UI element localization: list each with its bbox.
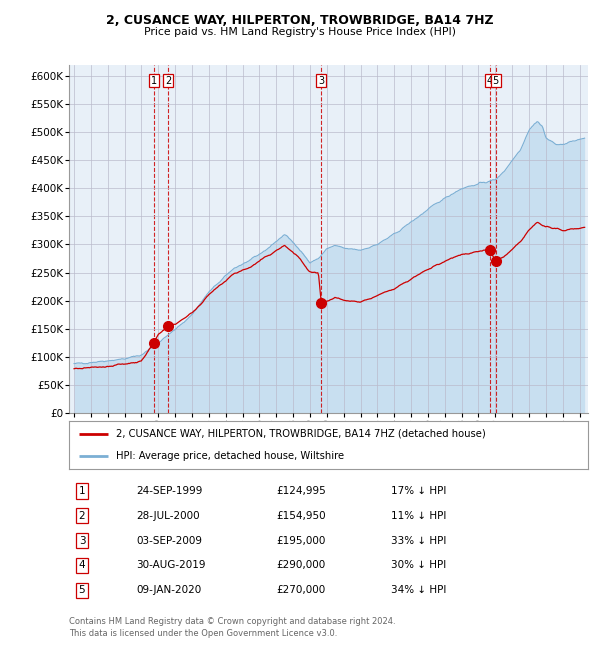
Text: 2: 2 [79,511,85,521]
Text: £195,000: £195,000 [277,536,326,545]
Text: £124,995: £124,995 [277,486,326,496]
Text: £270,000: £270,000 [277,585,326,595]
Text: 03-SEP-2009: 03-SEP-2009 [136,536,202,545]
Text: 1: 1 [79,486,85,496]
Text: 3: 3 [79,536,85,545]
Text: 1: 1 [151,75,157,86]
Text: 4: 4 [487,75,493,86]
Text: 11% ↓ HPI: 11% ↓ HPI [391,511,446,521]
Text: 3: 3 [318,75,325,86]
Text: 30-AUG-2019: 30-AUG-2019 [136,560,206,571]
Text: 33% ↓ HPI: 33% ↓ HPI [391,536,446,545]
Text: 17% ↓ HPI: 17% ↓ HPI [391,486,446,496]
Text: £154,950: £154,950 [277,511,326,521]
Text: 4: 4 [79,560,85,571]
Text: 5: 5 [493,75,499,86]
Text: 28-JUL-2000: 28-JUL-2000 [136,511,200,521]
Text: 30% ↓ HPI: 30% ↓ HPI [391,560,446,571]
Text: 24-SEP-1999: 24-SEP-1999 [136,486,203,496]
Text: 09-JAN-2020: 09-JAN-2020 [136,585,202,595]
Text: 5: 5 [79,585,85,595]
Text: Contains HM Land Registry data © Crown copyright and database right 2024.
This d: Contains HM Land Registry data © Crown c… [69,618,395,638]
Text: 2, CUSANCE WAY, HILPERTON, TROWBRIDGE, BA14 7HZ: 2, CUSANCE WAY, HILPERTON, TROWBRIDGE, B… [106,14,494,27]
Text: £290,000: £290,000 [277,560,326,571]
Text: Price paid vs. HM Land Registry's House Price Index (HPI): Price paid vs. HM Land Registry's House … [144,27,456,37]
Text: 2, CUSANCE WAY, HILPERTON, TROWBRIDGE, BA14 7HZ (detached house): 2, CUSANCE WAY, HILPERTON, TROWBRIDGE, B… [116,429,485,439]
Text: 34% ↓ HPI: 34% ↓ HPI [391,585,446,595]
Text: HPI: Average price, detached house, Wiltshire: HPI: Average price, detached house, Wilt… [116,451,344,461]
Text: 2: 2 [165,75,171,86]
